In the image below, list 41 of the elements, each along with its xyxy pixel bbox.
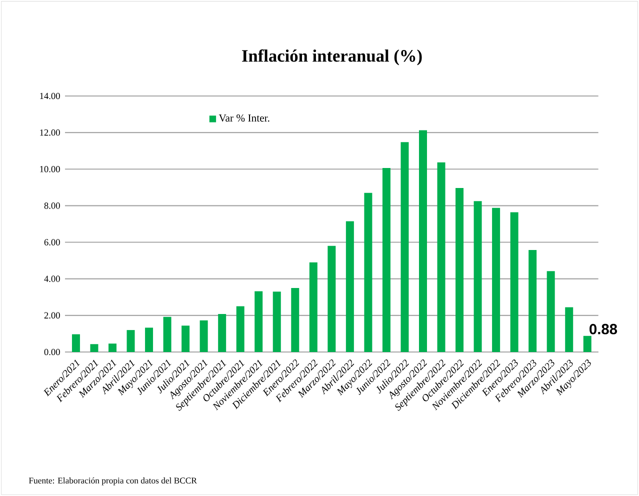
bar [291,288,300,352]
y-tick-label: 0.00 [44,348,60,356]
bar [126,330,135,352]
bar [418,130,427,352]
y-tick-label: 6.00 [44,239,60,246]
legend-label: Var % Inter. [218,114,270,122]
bar [200,320,208,352]
bar [218,314,226,352]
y-tick-label: 12.00 [40,129,60,136]
bar [328,246,336,352]
bar [272,292,281,352]
bar [163,316,172,352]
y-tick-label: 14.00 [40,92,60,100]
bar [528,250,537,352]
bar [254,291,263,352]
y-tick-label: 10.00 [40,166,60,172]
bar [546,271,555,352]
bar [437,162,446,352]
bar [510,212,518,352]
data-label: 0.88 [590,324,618,334]
bar [382,168,390,352]
y-tick-label: 4.00 [44,276,60,282]
bar [583,336,592,352]
bar [90,344,98,352]
bar [364,192,372,352]
bar [236,306,244,352]
bar [474,201,482,352]
y-tick-label: 8.00 [44,202,60,209]
bar [456,188,464,352]
bar [145,328,154,352]
bar [400,142,409,352]
bar [309,262,318,352]
y-tick-label: 2.00 [44,312,60,319]
chart-title: Inflación interanual (%) [242,49,422,66]
bar [182,326,190,352]
source-note: Fuente: Elaboración propia con datos del BCCR [28,477,197,486]
bar [492,208,500,352]
bar [72,334,80,352]
bar [346,221,354,352]
bar [108,344,116,352]
bar [565,307,574,352]
